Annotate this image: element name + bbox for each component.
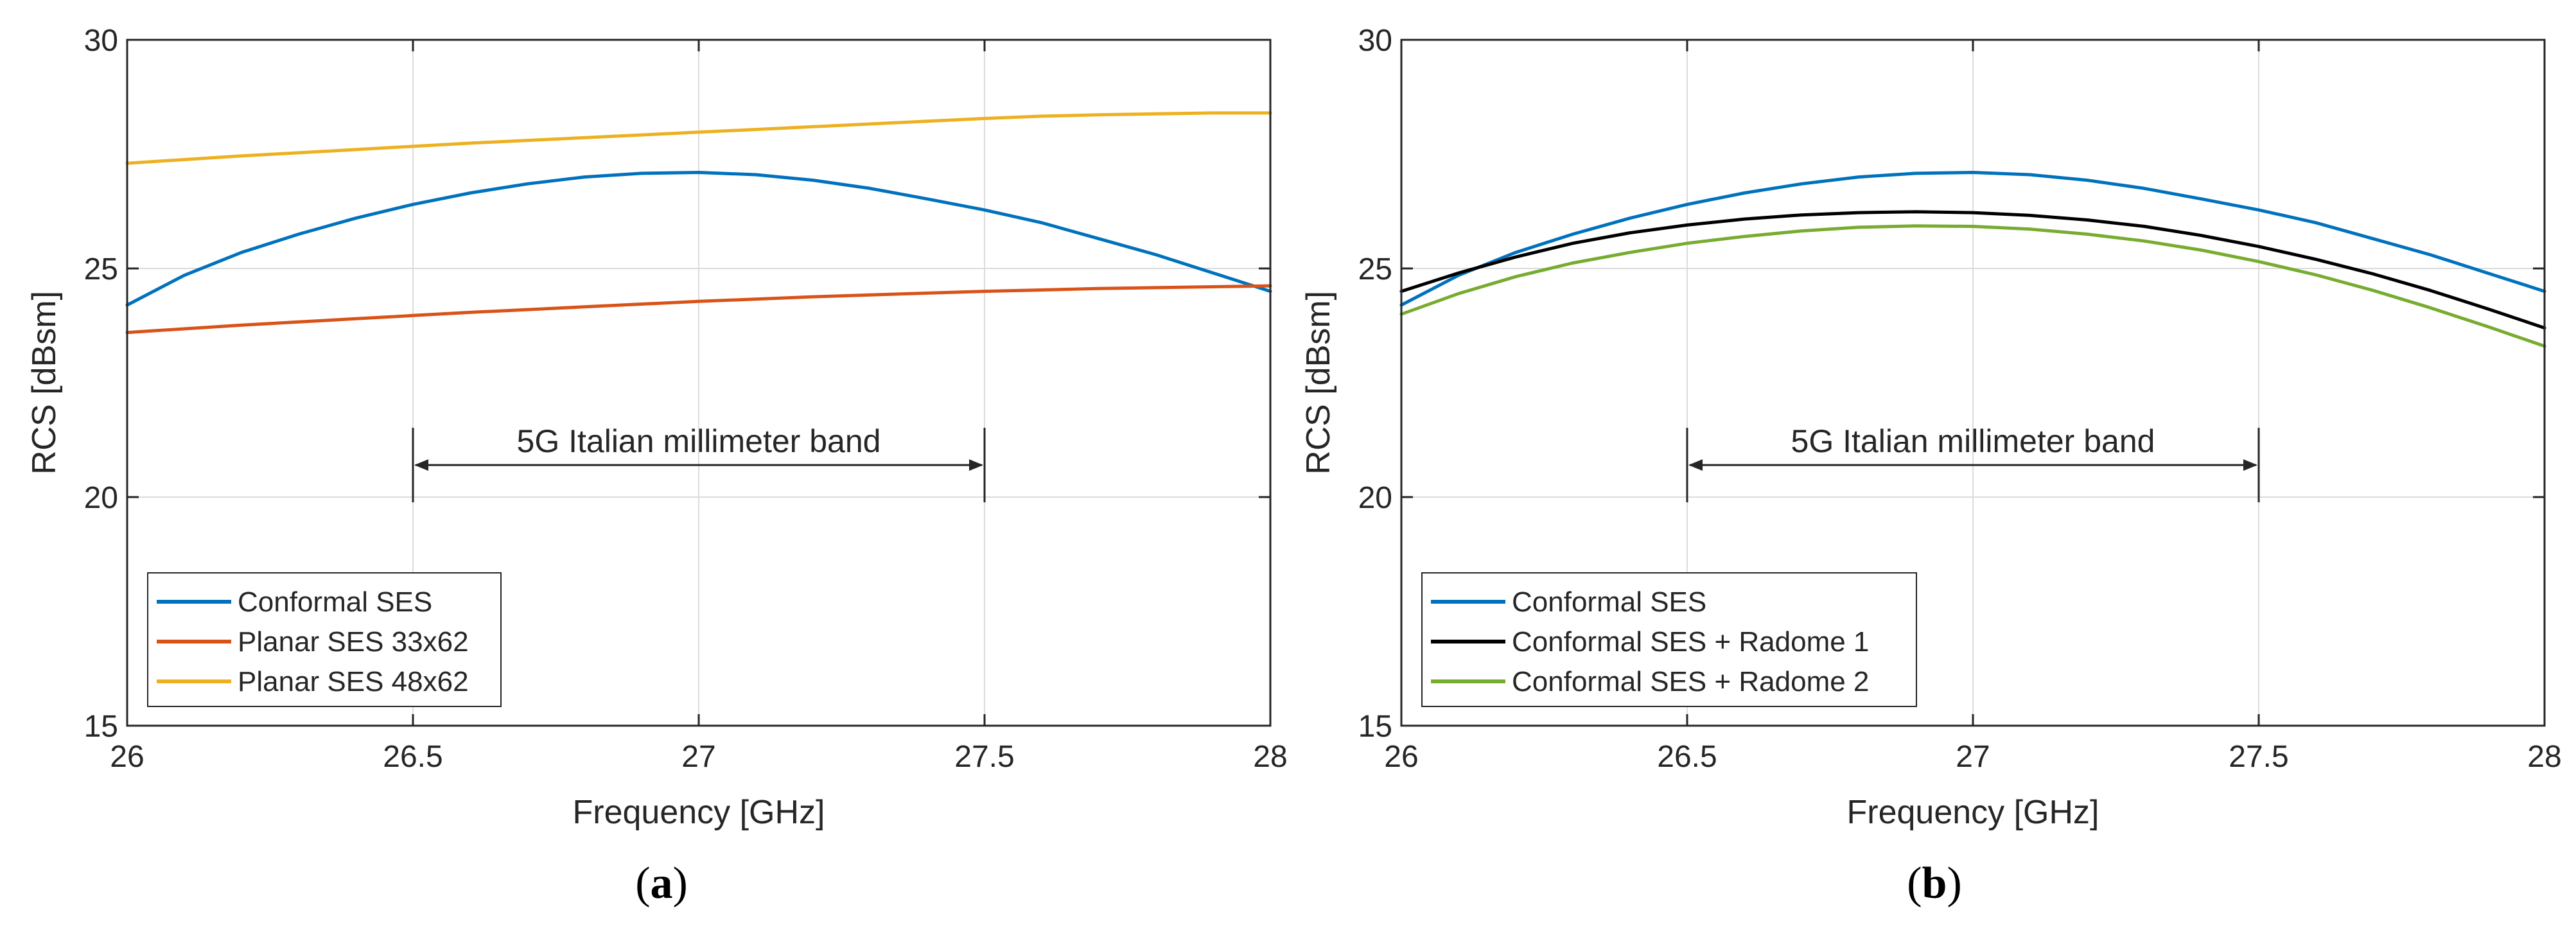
legend-label: Planar SES 48x62 — [238, 666, 469, 697]
panel-label-a: (a) — [635, 859, 688, 908]
band-label-b: 5G Italian millimeter band — [1791, 423, 2155, 459]
panel-label-b-close: ) — [1947, 859, 1961, 908]
ticks-a: 26 26.5 27 27.5 28 15 20 25 30 — [84, 24, 1288, 774]
panel-label-b-letter: b — [1922, 859, 1947, 908]
x-tick-label: 26.5 — [383, 740, 442, 774]
panel-label-a-open: ( — [635, 859, 650, 908]
legend-label: Conformal SES — [238, 586, 432, 618]
legend-label: Conformal SES — [1512, 586, 1706, 618]
y-tick-label: 20 — [84, 481, 118, 515]
y-axis-label-b: RCS [dBsm] — [1300, 291, 1337, 475]
band-arrow-head-right — [969, 459, 983, 471]
legend-label: Conformal SES + Radome 1 — [1512, 626, 1869, 658]
series-line-planar-ses-33x62 — [125, 284, 1272, 335]
series-line-conformal-ses-radome-1 — [1399, 210, 2546, 330]
panel-label-b: (b) — [1907, 859, 1962, 908]
panel-label-b-open: ( — [1907, 859, 1922, 908]
band-label-a: 5G Italian millimeter band — [517, 423, 881, 459]
legend-label: Planar SES 33x62 — [238, 626, 469, 658]
series-line-conformal-ses — [125, 171, 1272, 307]
x-axis-label-a: Frequency [GHz] — [572, 794, 825, 831]
x-tick-label: 26 — [110, 740, 144, 774]
panel-b: 5G Italian millimeter band 26 26.5 27 27.5 2… — [1300, 24, 2562, 908]
x-tick-label: 28 — [1253, 740, 1287, 774]
y-tick-label: 20 — [1358, 481, 1392, 515]
series-line-conformal-ses-radome-2 — [1399, 224, 2546, 348]
series-line-planar-ses-48x62 — [125, 111, 1272, 165]
legend-a: Conformal SES Planar SES 33x62 Planar SES … — [147, 572, 502, 707]
x-tick-label: 27 — [1956, 740, 1990, 774]
band-arrow-head-left — [1688, 459, 1703, 471]
y-tick-label: 30 — [84, 24, 118, 58]
ticks-b: 26 26.5 27 27.5 28 15 20 25 30 — [1358, 24, 2562, 774]
band-annotation-a: 5G Italian millimeter band — [412, 423, 986, 503]
band-annotation-b: 5G Italian millimeter band — [1686, 423, 2260, 503]
panel-a: 5G Italian millimeter band 26 26.5 27 27.5 2… — [26, 24, 1288, 908]
x-tick-label: 26.5 — [1657, 740, 1717, 774]
x-axis-label-b: Frequency [GHz] — [1846, 794, 2099, 831]
series-layer-b — [1399, 171, 2546, 348]
x-tick-label: 26 — [1384, 740, 1418, 774]
x-tick-label: 27.5 — [2229, 740, 2288, 774]
band-arrow-head-left — [414, 459, 428, 471]
legend-b: Conformal SES Conformal SES + Radome 1 Con… — [1421, 572, 1917, 707]
panel-label-a-letter: a — [651, 859, 673, 908]
legend-label: Conformal SES + Radome 2 — [1512, 666, 1869, 697]
y-tick-label: 15 — [1358, 710, 1392, 744]
panel-label-a-close: ) — [673, 859, 688, 908]
band-arrow-head-right — [2243, 459, 2257, 471]
y-tick-label: 15 — [84, 710, 118, 744]
y-axis-label-a: RCS [dBsm] — [26, 291, 63, 475]
y-tick-label: 25 — [1358, 252, 1392, 286]
x-tick-label: 27 — [681, 740, 715, 774]
y-tick-label: 30 — [1358, 24, 1392, 58]
x-tick-label: 27.5 — [954, 740, 1014, 774]
series-line-conformal-ses — [1399, 171, 2546, 307]
series-layer-a — [125, 111, 1272, 335]
x-tick-label: 28 — [2527, 740, 2561, 774]
y-tick-label: 25 — [84, 252, 118, 286]
